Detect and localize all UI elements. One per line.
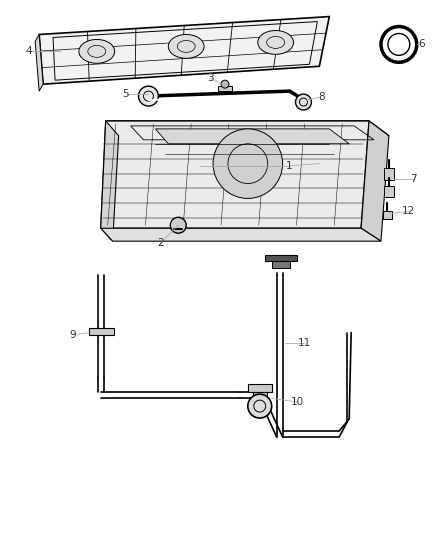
Polygon shape: [155, 129, 349, 144]
Circle shape: [221, 80, 229, 88]
Polygon shape: [101, 121, 119, 241]
Ellipse shape: [79, 39, 115, 63]
Polygon shape: [89, 328, 114, 335]
Text: 1: 1: [286, 160, 293, 171]
Circle shape: [138, 86, 159, 106]
Polygon shape: [253, 392, 267, 400]
Polygon shape: [265, 255, 297, 261]
Polygon shape: [272, 261, 290, 268]
Circle shape: [248, 394, 272, 418]
Text: 7: 7: [410, 174, 417, 183]
Text: 8: 8: [318, 92, 325, 102]
Text: 2: 2: [157, 238, 164, 248]
Polygon shape: [35, 35, 43, 91]
Text: 4: 4: [26, 46, 32, 56]
Text: 6: 6: [419, 39, 425, 50]
Ellipse shape: [258, 30, 293, 54]
Polygon shape: [383, 212, 392, 219]
Circle shape: [296, 94, 311, 110]
Polygon shape: [361, 121, 389, 241]
Circle shape: [170, 217, 186, 233]
Text: 12: 12: [402, 206, 415, 216]
Polygon shape: [384, 168, 394, 180]
Polygon shape: [106, 121, 389, 136]
Text: 5: 5: [122, 89, 129, 99]
Circle shape: [213, 129, 283, 198]
Polygon shape: [248, 384, 272, 392]
Text: 11: 11: [298, 337, 311, 348]
Text: 3: 3: [207, 73, 213, 83]
Ellipse shape: [168, 35, 204, 58]
Polygon shape: [218, 86, 232, 91]
Text: 10: 10: [291, 397, 304, 407]
Polygon shape: [101, 228, 381, 241]
Polygon shape: [384, 185, 394, 197]
Polygon shape: [39, 17, 329, 84]
Text: 9: 9: [70, 329, 76, 340]
Polygon shape: [101, 121, 369, 228]
